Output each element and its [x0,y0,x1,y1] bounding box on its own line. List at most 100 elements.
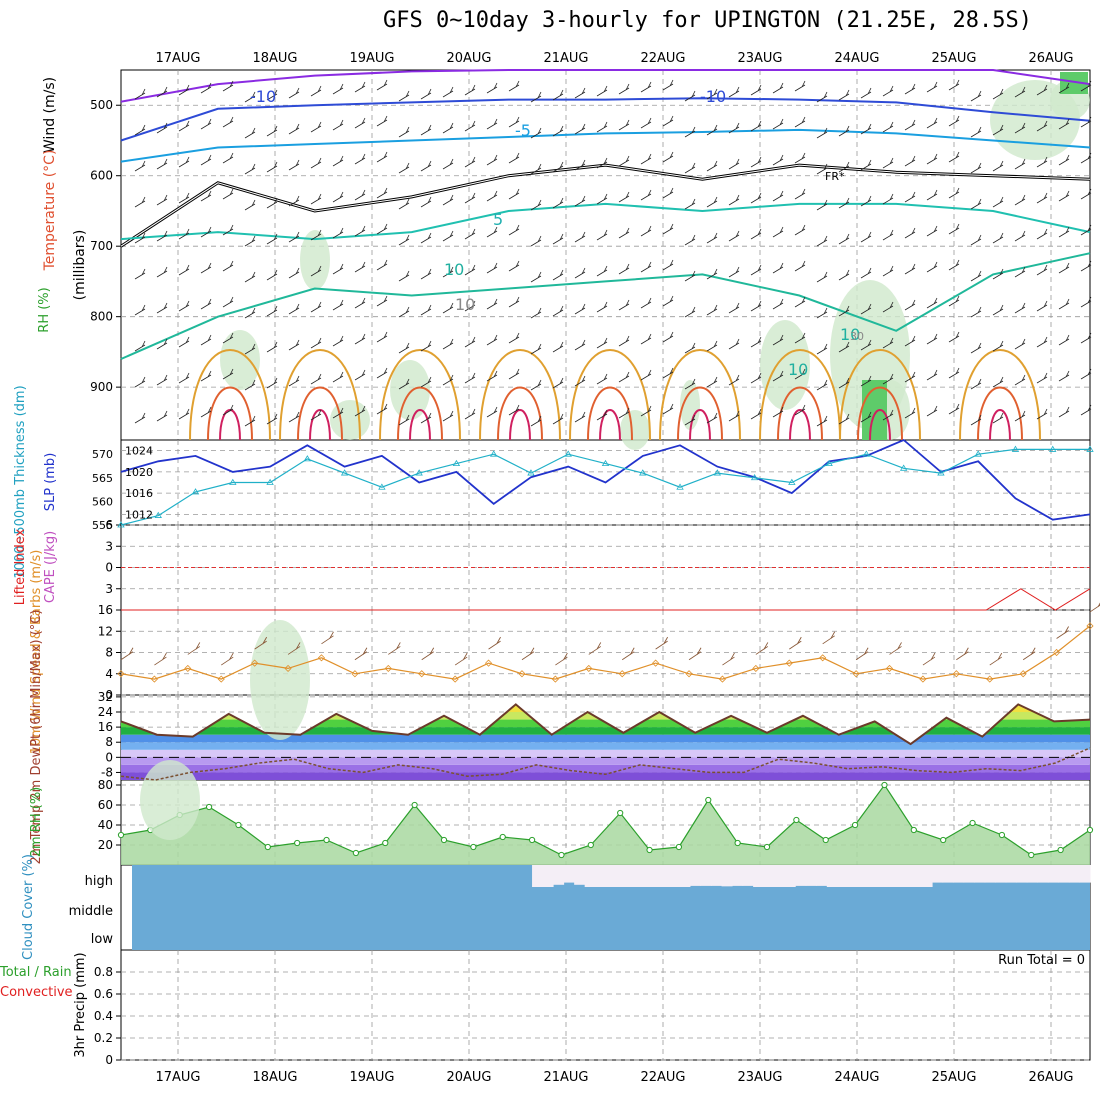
wind-barb [486,370,498,382]
wind-barb [156,302,168,314]
rh-point [998,831,1006,839]
contour-warm [839,349,921,441]
wind-barb [750,300,762,312]
rh-point [294,839,301,847]
contour-hot [989,409,1011,441]
wind-barb [838,161,850,173]
wind-barb [970,270,982,282]
wind-barb [464,264,476,276]
wind-barb [442,302,454,314]
wind-barb [486,118,498,130]
axis-title-precip: 3hr Precip (mm) [73,952,88,1057]
wind-barb [772,226,784,238]
wind-barb [684,162,696,174]
date-label-bottom: 26AUG [1028,1070,1073,1085]
contour-5 [120,202,1091,241]
wind-barb [662,259,674,271]
wind-barb [464,228,476,240]
wind-barb [772,154,784,166]
wind-barb [948,223,960,235]
cloud-bar [595,865,607,887]
wind-barb [640,297,652,309]
y-tick-label: 560 [92,495,113,508]
wind-point [284,664,292,673]
wind-barb [948,151,960,163]
wind-barb [772,262,784,274]
wind-barb [376,187,388,199]
cloud-bar [532,865,544,887]
cloud-bar [1026,865,1038,883]
wind-barb [332,263,344,275]
wind-barb [178,228,190,240]
wind-barb [1080,152,1092,164]
cloud-bar [995,865,1007,883]
wind-barb [178,84,190,96]
wind-barb [244,235,256,247]
wind-barb [134,376,146,388]
wind-barb [552,305,564,317]
wind-barb [464,156,476,168]
wind-barb [750,228,762,240]
wind-barb [244,343,256,355]
wind-barb [926,153,938,165]
rh-patch [330,400,370,440]
wind-barb-10m [154,652,167,666]
wind-barb [486,406,498,418]
thickness-point [564,450,572,457]
wind-barb [134,232,146,244]
wind-barb [310,229,322,241]
wind-barb [1058,370,1070,382]
wind-point [618,670,626,678]
wind-barb [442,266,454,278]
wind-barb [332,335,344,347]
wind-barb [860,195,872,207]
wind-barb [508,80,520,92]
wind-barb [1036,228,1048,240]
wind-barb [420,196,432,208]
wind-point [1019,670,1027,678]
wind-barb-10m [354,647,368,661]
y-tick-label: 0 [105,561,113,575]
wind-barb [552,161,564,173]
wind-barb [882,85,894,97]
rh-patch [220,330,260,390]
wind-barb [200,334,212,346]
rh-patch [250,620,310,740]
wind-barb [574,159,586,171]
wind-barb [838,305,850,317]
wind-barb [772,406,784,418]
wind-barb [552,89,564,101]
rh-point [264,843,271,851]
wind-barb-10m [1022,647,1036,661]
wind-barb [904,83,916,95]
wind-barb [288,267,300,279]
wind-barb-10m [1056,626,1069,639]
wind-barb [156,410,168,422]
wind-barb [530,163,542,175]
thickness-point [117,521,125,528]
contour--10 [120,97,1091,142]
cloud-bar [679,865,691,887]
cloud-bar [753,865,765,887]
wind-barb [1080,368,1092,380]
contour-label: 10 [840,325,860,344]
wind-barb [970,198,982,210]
cloud-bar [563,865,575,883]
wind-barb [926,81,938,93]
precip-total-label: Total / Rain [0,965,72,980]
wind-barb [750,264,762,276]
date-label-bottom: 20AUG [446,1070,491,1085]
wind-barb [288,87,300,99]
thickness-point [266,478,274,485]
wind-barb [618,191,630,203]
rh-point [763,843,771,851]
wind-barb [882,157,894,169]
wind-barb [618,299,630,311]
contour-hot [509,409,531,441]
wind-point [217,675,225,683]
wind-barb [838,341,850,353]
chart-title: GFS 0~10day 3-hourly for UPINGTON (21.25… [383,8,1033,33]
wind-point [1053,648,1061,657]
rh-patch [390,360,430,420]
wind-barb [838,89,850,101]
